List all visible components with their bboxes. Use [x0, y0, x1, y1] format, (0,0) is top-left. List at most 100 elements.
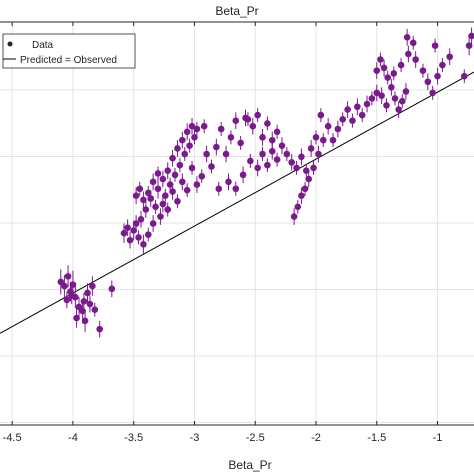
data-marker [249, 122, 257, 130]
data-marker [310, 164, 317, 172]
data-point [73, 308, 80, 328]
data-point [179, 173, 186, 191]
data-marker [144, 231, 152, 238]
data-marker [183, 186, 191, 194]
data-point [259, 147, 266, 161]
data-marker [363, 100, 371, 108]
data-point [378, 87, 385, 104]
data-point [179, 131, 186, 149]
data-point [465, 35, 473, 56]
data-marker [169, 188, 176, 195]
data-marker [446, 53, 453, 61]
data-point [402, 83, 410, 100]
data-point [213, 138, 220, 156]
data-marker [63, 296, 71, 304]
x-axis-label: Beta_Pr [228, 458, 271, 472]
data-point [63, 291, 71, 309]
data-marker [147, 195, 155, 202]
data-marker [232, 185, 240, 193]
data-marker [312, 134, 320, 141]
legend: Data Predicted = Observed [2, 33, 136, 69]
data-point [349, 113, 356, 128]
data-marker [293, 164, 300, 172]
data-marker [73, 314, 80, 322]
data-point [191, 130, 198, 145]
data-marker [378, 92, 385, 99]
axes [0, 21, 474, 426]
data-marker [149, 178, 157, 186]
data-marker [268, 136, 276, 144]
data-point [176, 158, 184, 173]
data-marker [244, 115, 252, 123]
data-marker [383, 102, 390, 109]
data-point [64, 265, 72, 288]
data-point [405, 45, 412, 63]
x-tick-label: -3.5 [124, 432, 143, 444]
data-point [132, 187, 140, 205]
data-marker [227, 134, 235, 141]
legend-entry-data: Data [32, 40, 54, 51]
data-marker [324, 122, 332, 130]
data-marker [294, 203, 302, 211]
data-marker [61, 282, 68, 290]
data-marker [290, 213, 298, 220]
data-point [159, 195, 167, 213]
x-tick-label: -1.5 [367, 432, 386, 444]
data-point [132, 215, 140, 232]
data-marker [460, 72, 468, 80]
data-point [298, 148, 305, 166]
data-marker [237, 139, 244, 147]
data-marker [174, 197, 181, 205]
data-point [383, 98, 390, 113]
data-marker [124, 224, 131, 231]
data-marker [259, 150, 266, 158]
data-marker [171, 171, 179, 179]
data-point [126, 231, 134, 249]
data-marker [288, 159, 295, 166]
data-point [108, 280, 116, 298]
data-marker [273, 156, 281, 163]
data-marker [80, 298, 88, 305]
data-point [152, 199, 159, 214]
data-marker [254, 164, 261, 172]
data-point [169, 149, 176, 167]
data-point [315, 145, 322, 163]
data-marker [130, 227, 137, 234]
data-marker [161, 192, 169, 200]
data-point [329, 133, 337, 148]
data-point [144, 227, 152, 242]
data-marker [273, 128, 281, 136]
data-marker [164, 206, 172, 213]
data-marker [388, 84, 395, 91]
data-marker [403, 33, 411, 41]
data-point [294, 199, 302, 214]
data-point [293, 160, 300, 175]
data-marker [215, 185, 223, 193]
data-point [89, 276, 96, 296]
data-marker [169, 154, 176, 162]
data-point [84, 283, 91, 303]
data-marker [409, 39, 417, 47]
data-point [171, 167, 179, 182]
data-marker [120, 229, 128, 237]
data-marker [159, 175, 167, 183]
data-marker [225, 178, 232, 186]
data-marker [126, 236, 134, 244]
data-marker [208, 163, 215, 170]
data-marker [354, 103, 361, 111]
data-marker [222, 150, 230, 158]
data-marker [183, 128, 191, 136]
reference-line-layer [0, 71, 474, 334]
data-marker [89, 282, 96, 290]
data-marker [412, 56, 419, 63]
data-point [80, 292, 88, 310]
data-point [373, 62, 381, 79]
data-point [164, 162, 172, 180]
data-marker [298, 153, 305, 161]
data-marker [232, 117, 240, 124]
data-marker [373, 89, 381, 97]
data-marker [179, 178, 186, 186]
data-marker [64, 273, 72, 280]
data-point [188, 160, 196, 175]
